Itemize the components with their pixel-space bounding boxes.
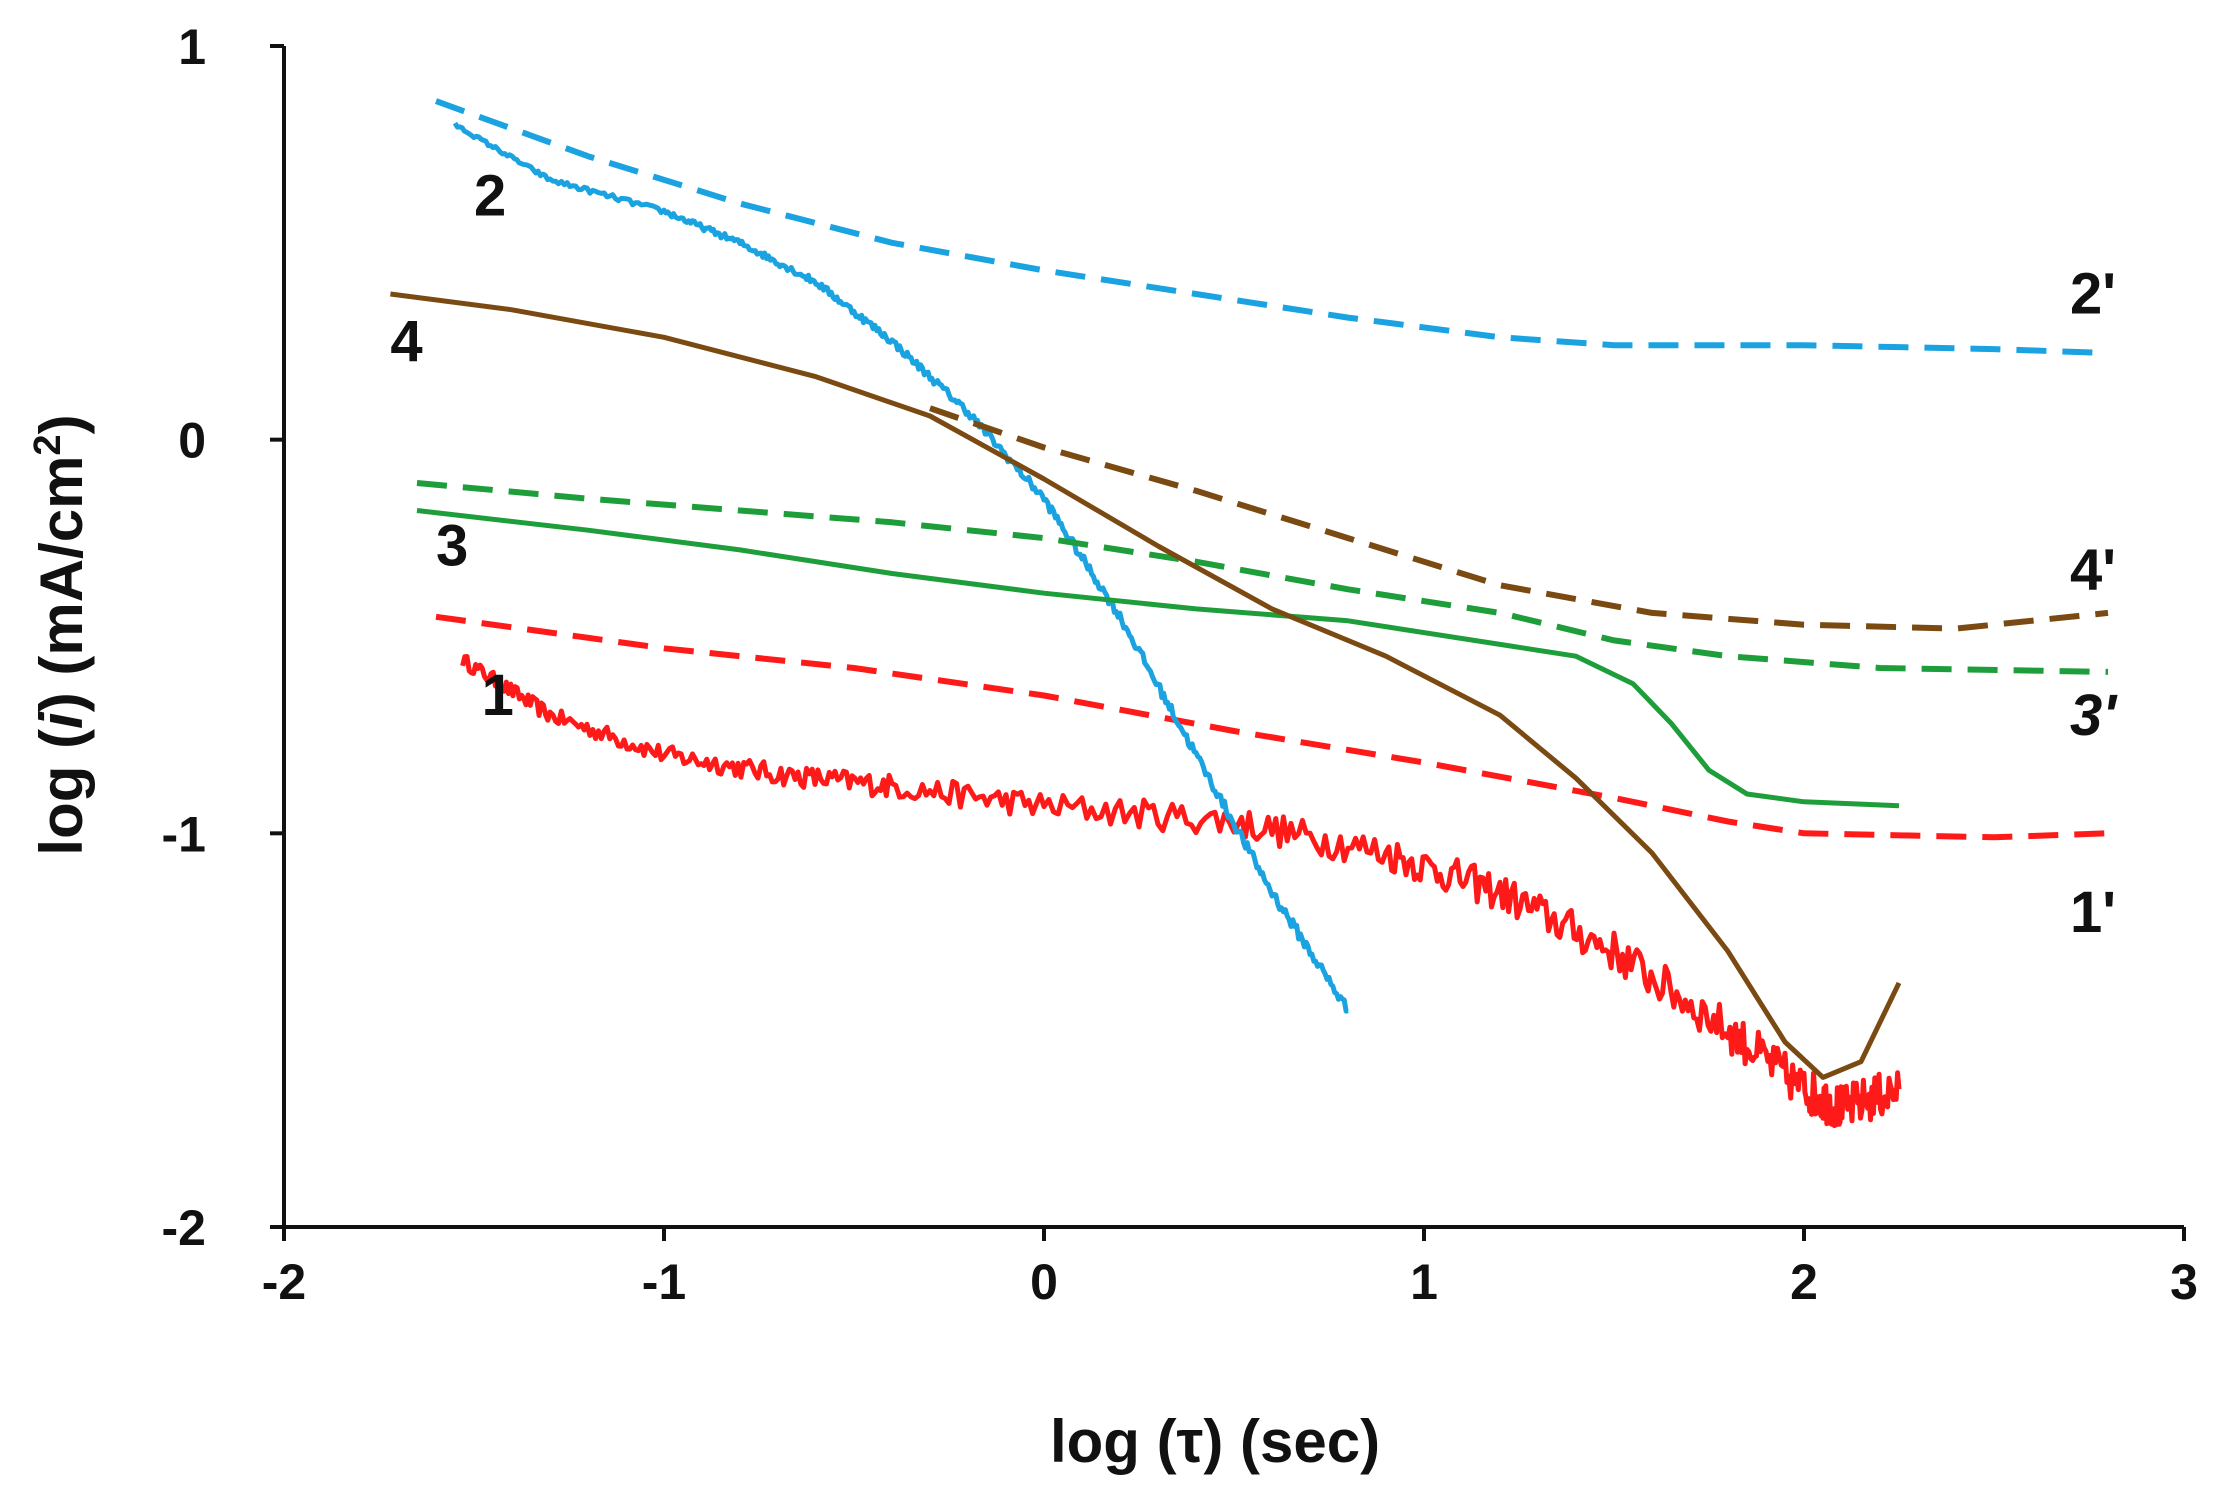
y-axis-title-var: i bbox=[28, 711, 95, 729]
curve-label-2: 2 bbox=[474, 163, 506, 228]
y-axis-title-close: ) bbox=[28, 414, 95, 434]
series-1-line bbox=[460, 654, 1902, 1129]
curve-label-2-prime: 2' bbox=[2070, 262, 2116, 327]
y-tick-label: -2 bbox=[162, 1200, 206, 1256]
labels-layer: 1 1' 2 2' 3 3' 4 4' bbox=[390, 163, 2118, 944]
x-tick-label: 3 bbox=[2170, 1254, 2198, 1310]
series-3-prime-line bbox=[416, 480, 2109, 675]
y-axis-title-post: ) (mA/cm bbox=[28, 456, 95, 713]
y-axis-title-pre: log ( bbox=[28, 729, 95, 856]
axes: -2 -1 0 1 2 3 1 0 -1 -2 bbox=[162, 19, 2198, 1310]
x-axis-title: log (τ) (sec) bbox=[1050, 1408, 1380, 1475]
series-3-line bbox=[416, 508, 1900, 809]
curve-label-4: 4 bbox=[390, 309, 422, 374]
series-1-prime-line bbox=[435, 613, 2109, 841]
curve-label-1-prime: 1' bbox=[2070, 880, 2116, 945]
x-tick-label: -1 bbox=[642, 1254, 686, 1310]
series-2-line bbox=[452, 121, 1349, 1014]
series-4-line bbox=[390, 291, 1902, 1080]
curve-label-4-prime: 4' bbox=[2070, 537, 2116, 602]
x-tick-label: 0 bbox=[1030, 1254, 1058, 1310]
x-tick-label: 2 bbox=[1790, 1254, 1818, 1310]
y-axis-title-sup: 2 bbox=[27, 434, 69, 455]
x-tick-label: -2 bbox=[262, 1254, 306, 1310]
curve-label-3-prime: 3' bbox=[2070, 683, 2118, 748]
curve-label-1: 1 bbox=[482, 663, 514, 728]
y-tick-label: 1 bbox=[178, 19, 206, 75]
y-axis-title: log (i) (mA/cm2) bbox=[27, 414, 95, 855]
series-layer bbox=[390, 98, 2109, 1129]
x-tick-label: 1 bbox=[1410, 1254, 1438, 1310]
y-tick-label: -1 bbox=[162, 806, 206, 862]
series-2-prime-line bbox=[434, 98, 2109, 357]
curve-label-3: 3 bbox=[436, 514, 468, 579]
y-tick-label: 0 bbox=[178, 413, 206, 469]
